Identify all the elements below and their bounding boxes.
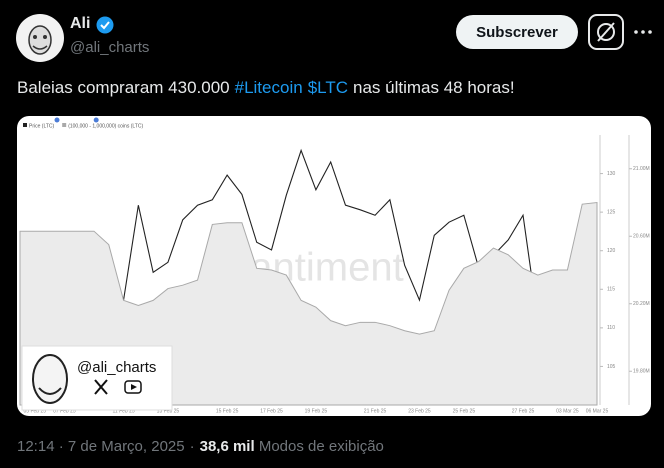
y-tick-label: 110: [607, 325, 615, 331]
x-tick-label: 27 Feb 25: [512, 408, 535, 414]
x-tick-label: 19 Feb 25: [305, 408, 328, 414]
youtube-logo: [124, 380, 142, 394]
y-tick-label: 120: [607, 248, 616, 254]
y2-tick-label: 21.00M: [633, 166, 650, 172]
x-tick-label: 21 Feb 25: [364, 408, 387, 414]
legend-label: (100,000 - 1,000,000) coins (LTC): [68, 123, 143, 129]
y-tick-label: 130: [607, 171, 616, 177]
timestamp[interactable]: 12:14 · 7 de Março, 2025: [17, 438, 185, 455]
overlay-face: [32, 354, 68, 404]
overlay-smile: [38, 387, 62, 395]
grok-button[interactable]: [588, 14, 624, 50]
legend-label: Price (LTC): [29, 123, 55, 129]
cashtag[interactable]: $LTC: [307, 78, 348, 97]
subscribe-button[interactable]: Subscrever: [456, 15, 578, 49]
y-tick-label: 125: [607, 209, 616, 215]
info-icon: [93, 117, 99, 123]
tweet-text: Baleias compraram 430.000 #Litecoin $LTC na…: [17, 78, 520, 98]
x-logo: [94, 379, 108, 395]
x-tick-label: 06 Mar 25: [586, 408, 609, 414]
legend-swatch: [23, 123, 27, 127]
hashtag[interactable]: #Litecoin: [234, 78, 303, 97]
author-overlay: @ali_charts: [21, 345, 173, 411]
view-label: Modos de exibição: [258, 438, 384, 455]
user-handle[interactable]: @ali_charts: [70, 39, 150, 56]
verified-badge: [96, 16, 114, 34]
y-tick-label: 105: [607, 364, 616, 370]
x-tick-label: 23 Feb 25: [408, 408, 431, 414]
overlay-handle: @ali_charts: [77, 359, 156, 376]
y2-tick-label: 20.60M: [633, 234, 650, 240]
x-tick-label: 05 Feb 25: [24, 408, 47, 414]
info-icon: [54, 117, 60, 123]
y2-tick-label: 20.20M: [633, 301, 650, 307]
user-name[interactable]: Ali: [70, 15, 91, 32]
y-tick-label: 115: [607, 287, 615, 293]
x-tick-label: 03 Mar 25: [556, 408, 579, 414]
text: Baleias compraram 430.000: [17, 78, 230, 97]
legend-swatch: [62, 123, 67, 127]
x-tick-label: 15 Feb 25: [216, 408, 239, 414]
y2-tick-label: 19.80M: [633, 369, 650, 375]
tweet-footer: 12:14 · 7 de Março, 2025 · 38,6 mil Modos …: [17, 438, 389, 455]
x-tick-label: 07 Feb 25: [53, 408, 76, 414]
text: nas últimas 48 horas!: [353, 78, 515, 97]
view-count: 38,6 mil: [199, 438, 255, 455]
separator: ·: [189, 438, 195, 455]
chart: santiment 10511011512012513019.80M20.20M…: [19, 117, 650, 414]
youtube-play: [131, 384, 137, 390]
x-tick-label: 17 Feb 25: [260, 408, 283, 414]
more-button[interactable]: [632, 24, 654, 40]
avatar[interactable]: [16, 14, 64, 62]
x-tick-label: 25 Feb 25: [453, 408, 476, 414]
x-tick-label: 13 Feb 25: [157, 408, 180, 414]
line-series: [123, 148, 598, 386]
x-tick-label: 11 Feb 25: [112, 408, 134, 414]
tweet-image[interactable]: santiment 105 110 115 120 125 130 19.80M 20.20M…: [17, 116, 651, 416]
